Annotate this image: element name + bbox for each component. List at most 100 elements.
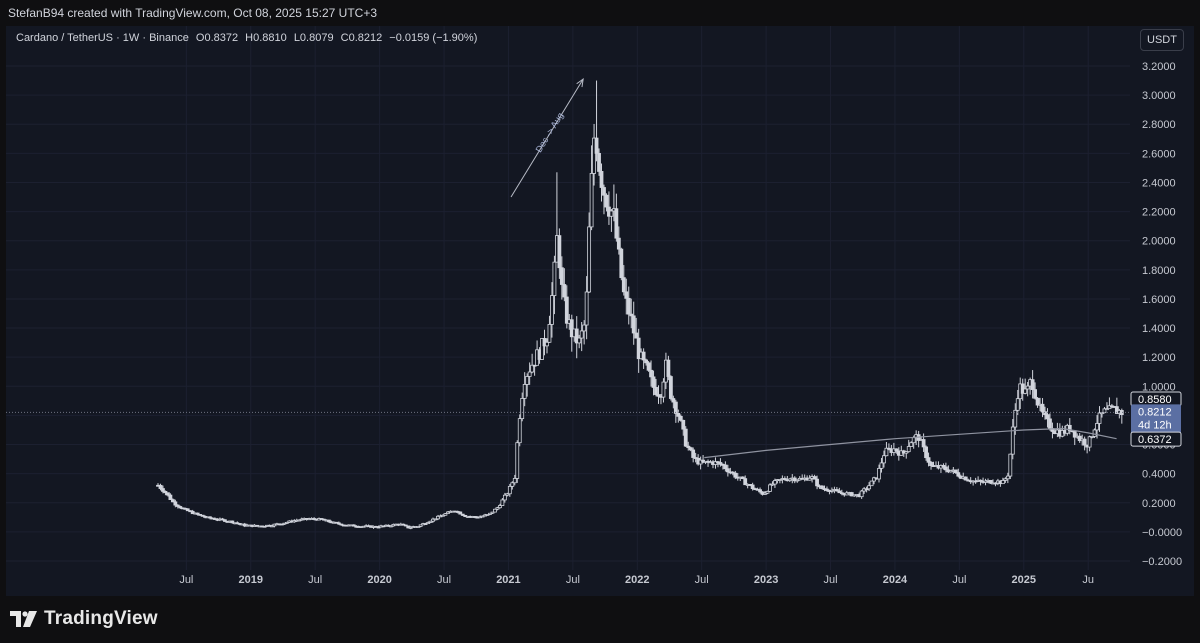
- candle-body: [1033, 389, 1037, 399]
- tradingview-logo[interactable]: TradingView: [10, 608, 158, 630]
- candle-body: [327, 519, 331, 523]
- candle-body: [1082, 438, 1087, 446]
- candle-body: [460, 513, 465, 516]
- candle-body: [552, 261, 557, 296]
- candle-body: [436, 515, 440, 520]
- candle-body: [1035, 397, 1040, 406]
- candle-body: [661, 381, 666, 398]
- candle-body: [517, 418, 522, 444]
- candle-body: [988, 480, 993, 484]
- candle-body: [433, 518, 438, 521]
- candle-body: [540, 338, 544, 360]
- candle-body: [815, 478, 819, 487]
- candle-body: [671, 398, 676, 403]
- candle-body: [530, 364, 535, 373]
- candle-body: [594, 137, 599, 154]
- candle-body: [765, 490, 770, 494]
- candle-body: [592, 137, 596, 174]
- candle-body: [924, 446, 928, 459]
- candle-body: [190, 510, 195, 515]
- x-tick-label: 2024: [883, 574, 908, 586]
- candle-body: [515, 442, 520, 479]
- candle-body: [569, 319, 574, 338]
- candle-body: [500, 499, 505, 506]
- candle-body: [666, 359, 671, 377]
- candle-body: [168, 494, 173, 500]
- candle-body: [834, 489, 839, 492]
- candle-body: [166, 492, 170, 496]
- currency-button[interactable]: USDT: [1140, 29, 1184, 51]
- candle-body: [505, 493, 510, 496]
- candle-body: [668, 376, 673, 399]
- candle-body: [351, 524, 356, 527]
- candle-body: [656, 394, 661, 397]
- legend-low: L0.8079: [293, 32, 334, 44]
- candle-body: [1005, 475, 1010, 480]
- candle-body: [564, 296, 569, 324]
- candle-body: [688, 447, 693, 451]
- x-tick-label: Jul: [566, 574, 580, 586]
- candle-body: [713, 461, 718, 465]
- candle-body: [929, 461, 933, 467]
- candle-body: [547, 324, 552, 343]
- price-level-label: 0.8580: [1138, 394, 1172, 406]
- candle-body: [1040, 403, 1045, 413]
- price-chart[interactable]: 3.2000 3.0000 2.8000 2.6000 2.4000 2.2000 2.00…: [6, 26, 1194, 596]
- chart-panel[interactable]: 3.2000 3.0000 2.8000 2.6000 2.4000 2.2000 2.00…: [6, 26, 1194, 596]
- candle-body: [520, 398, 525, 420]
- candle-body: [644, 359, 648, 364]
- candle-body: [691, 449, 696, 458]
- x-tick-label: Jul: [437, 574, 451, 586]
- candle-body: [173, 501, 178, 506]
- candle-body: [941, 465, 946, 468]
- candle-body: [956, 472, 961, 477]
- candle-body: [423, 523, 428, 525]
- candle-body: [649, 369, 653, 378]
- candle-body: [525, 376, 530, 385]
- candle-body: [582, 324, 587, 332]
- candle-body: [1010, 426, 1015, 455]
- candle-body: [376, 526, 381, 529]
- candle-body: [681, 419, 686, 430]
- y-tick-label: 2.6000: [1142, 148, 1176, 160]
- candle-body: [1087, 436, 1092, 448]
- candle-body: [730, 471, 735, 474]
- top-bar: StefanB94 created with TradingView.com, …: [0, 0, 1200, 26]
- candle-body: [441, 514, 445, 517]
- candle-body: [490, 511, 495, 514]
- candle-body: [609, 210, 614, 217]
- x-tick-label: 2019: [239, 574, 263, 586]
- candle-body: [758, 489, 762, 493]
- y-tick-label: 2.8000: [1142, 119, 1176, 131]
- candle-body: [527, 371, 532, 377]
- candle-body: [1090, 435, 1094, 438]
- candle-body: [718, 462, 723, 465]
- candle-body: [882, 455, 886, 464]
- candle-body: [522, 384, 527, 399]
- candle-body: [877, 467, 881, 480]
- candle-body: [906, 446, 911, 453]
- candle-body: [178, 506, 183, 509]
- candle-body: [406, 525, 411, 529]
- candle-body: [624, 291, 629, 299]
- candle-body: [686, 445, 691, 449]
- candle-body: [1107, 405, 1112, 410]
- candle-body: [879, 462, 884, 469]
- candle-body: [849, 492, 854, 497]
- candle-body: [926, 457, 931, 463]
- candle-body: [723, 464, 728, 470]
- candle-body: [604, 194, 609, 208]
- candle-body: [768, 484, 772, 492]
- candle-body: [602, 187, 606, 196]
- candle-body: [161, 488, 165, 492]
- candle-body: [673, 401, 678, 414]
- candle-body: [614, 208, 619, 239]
- candle-body: [579, 330, 584, 339]
- moving-average-line: [704, 427, 1117, 459]
- annotation-arrow-line[interactable]: [510, 78, 584, 198]
- y-tick-label: 0.4000: [1142, 469, 1176, 481]
- candle-body: [911, 437, 916, 444]
- candle-body: [200, 514, 205, 517]
- candle-body: [418, 524, 423, 527]
- candle-body: [654, 387, 658, 395]
